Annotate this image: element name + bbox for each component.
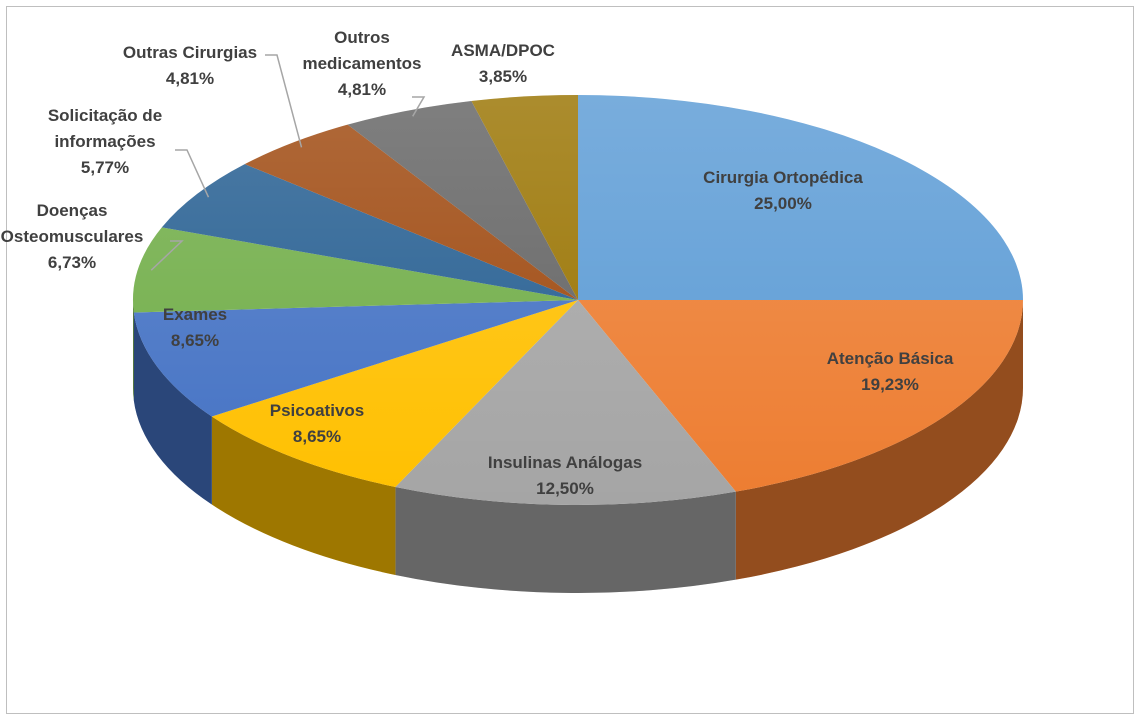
category-label: ASMA/DPOC [451, 41, 555, 60]
category-label: Exames [162, 305, 228, 324]
value-label: 5,77% [80, 158, 130, 177]
slice-side [735, 300, 1023, 580]
leader-line [265, 54, 303, 148]
chart-frame [6, 6, 1134, 714]
category-label: Psicoativos [269, 401, 365, 420]
category-label: Doenças Osteomusculares [0, 201, 144, 246]
data-label: Doenças Osteomusculares 6,73% [0, 198, 147, 276]
value-label: 25,00% [754, 194, 812, 213]
data-label: Solicitação de informações 5,77% [30, 103, 180, 181]
value-label: 19,23% [861, 375, 919, 394]
category-label: Solicitação de informações [47, 106, 163, 151]
leader-line [175, 149, 210, 198]
leader-line [150, 240, 184, 271]
value-label: 6,73% [47, 253, 97, 272]
category-label: Cirurgia Ortopédica [703, 168, 863, 187]
data-label: Outros medicamentos 4,81% [287, 25, 437, 103]
data-label: Cirurgia Ortopédica 25,00% [703, 165, 863, 217]
slice-side-shade [735, 300, 1023, 580]
value-label: 4,81% [337, 80, 387, 99]
data-label: Outras Cirurgias 4,81% [123, 40, 257, 92]
category-label: Atenção Básica [826, 349, 954, 368]
slice-side-shade [133, 300, 134, 401]
value-label: 8,65% [292, 427, 342, 446]
data-label: Exames 8,65% [163, 302, 227, 354]
category-label: Outras Cirurgias [122, 43, 258, 62]
data-label: Atenção Básica 19,23% [827, 346, 954, 398]
value-label: 4,81% [165, 69, 215, 88]
data-label: Psicoativos 8,65% [270, 398, 365, 450]
slice-side [395, 486, 736, 594]
category-label: Outros medicamentos [302, 28, 422, 73]
data-label: Insulinas Análogas 12,50% [488, 450, 642, 502]
data-label: ASMA/DPOC 3,85% [451, 38, 555, 90]
value-label: 12,50% [536, 479, 594, 498]
leader-line [412, 96, 426, 117]
slice-side-shade [395, 486, 736, 594]
value-label: 8,65% [170, 331, 220, 350]
value-label: 3,85% [478, 67, 528, 86]
category-label: Insulinas Análogas [487, 453, 643, 472]
